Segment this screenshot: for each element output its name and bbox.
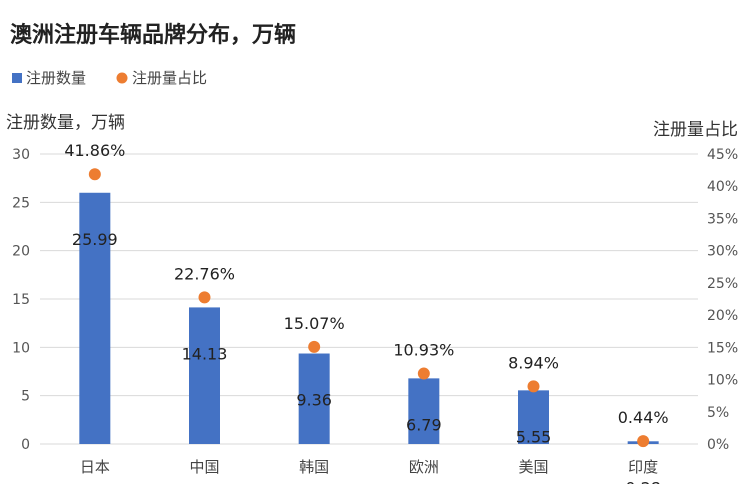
legend-swatch-bar — [12, 73, 22, 83]
bar — [189, 307, 220, 444]
bar-data-label: 9.36 — [296, 391, 332, 410]
x-tick-label: 欧洲 — [409, 458, 439, 476]
y2-tick-label: 30% — [707, 244, 738, 260]
bar-data-label: 5.55 — [516, 427, 552, 446]
legend-label-dot: 注册量占比 — [132, 69, 207, 87]
y-axis-title: 注册数量，万辆 — [6, 113, 125, 133]
legend: 注册数量 注册量占比 — [12, 69, 207, 87]
x-tick-label: 中国 — [189, 458, 219, 476]
legend-swatch-dot — [116, 72, 128, 84]
y2-tick-label: 15% — [707, 340, 738, 356]
y2-axis-ticks: 0% 5% 10% 15% 20% 25% 30% 35% 40% 45% — [707, 147, 738, 453]
bar — [408, 378, 440, 444]
share-data-label: 10.93% — [393, 341, 454, 360]
y2-tick-label: 10% — [707, 373, 738, 389]
gridlines — [40, 153, 698, 445]
y-tick-label: 0 — [21, 437, 30, 453]
bar-data-label: 25.99 — [72, 230, 118, 249]
y-tick-label: 30 — [12, 147, 30, 163]
share-point — [417, 367, 430, 380]
share-data-label: 8.94% — [508, 353, 559, 372]
bar — [518, 390, 549, 444]
y2-tick-label: 40% — [707, 179, 738, 195]
chart-title: 澳洲注册车辆品牌分布，万辆 — [10, 22, 296, 48]
bar-data-label: 6.79 — [406, 415, 442, 434]
bar-series — [79, 192, 659, 444]
y-tick-label: 15 — [12, 292, 30, 308]
share-data-label: 41.86% — [64, 141, 125, 160]
y2-tick-label: 25% — [707, 276, 738, 292]
y2-tick-label: 5% — [707, 405, 729, 421]
share-point — [637, 435, 650, 448]
bar-data-labels: 25.99 14.13 9.36 6.79 5.55 0.28 — [72, 230, 661, 484]
bar-data-label: 0.28 — [625, 478, 661, 484]
y2-tick-label: 20% — [707, 308, 738, 324]
bar-data-label: 14.13 — [182, 344, 228, 363]
legend-label-bar: 注册数量 — [26, 69, 86, 87]
x-tick-label: 印度 — [628, 458, 658, 476]
y-tick-label: 10 — [12, 340, 30, 356]
y-tick-label: 20 — [12, 244, 30, 260]
share-data-label: 15.07% — [284, 314, 345, 333]
share-point — [198, 291, 211, 304]
y2-tick-label: 35% — [707, 211, 738, 227]
y2-tick-label: 0% — [707, 437, 729, 453]
x-tick-label: 韩国 — [299, 458, 329, 476]
y2-tick-label: 45% — [707, 147, 738, 163]
x-tick-label: 日本 — [80, 458, 110, 476]
x-tick-label: 美国 — [518, 458, 548, 476]
share-data-label: 22.76% — [174, 264, 235, 283]
share-point — [88, 168, 101, 181]
y-tick-label: 25 — [12, 195, 30, 211]
share-data-labels: 41.86% 22.76% 15.07% 10.93% 8.94% 0.44% — [64, 141, 668, 427]
y2-axis-title: 注册量占比 — [653, 120, 738, 140]
y-axis-ticks: 0 5 10 15 20 25 30 — [12, 147, 30, 453]
bar — [79, 192, 111, 444]
share-point — [308, 340, 321, 353]
bar — [298, 353, 330, 444]
share-point — [527, 380, 540, 393]
share-data-label: 0.44% — [618, 408, 669, 427]
x-axis-ticks: 日本 中国 韩国 欧洲 美国 印度 — [80, 458, 658, 476]
share-series — [88, 168, 650, 448]
y-tick-label: 5 — [21, 389, 30, 405]
